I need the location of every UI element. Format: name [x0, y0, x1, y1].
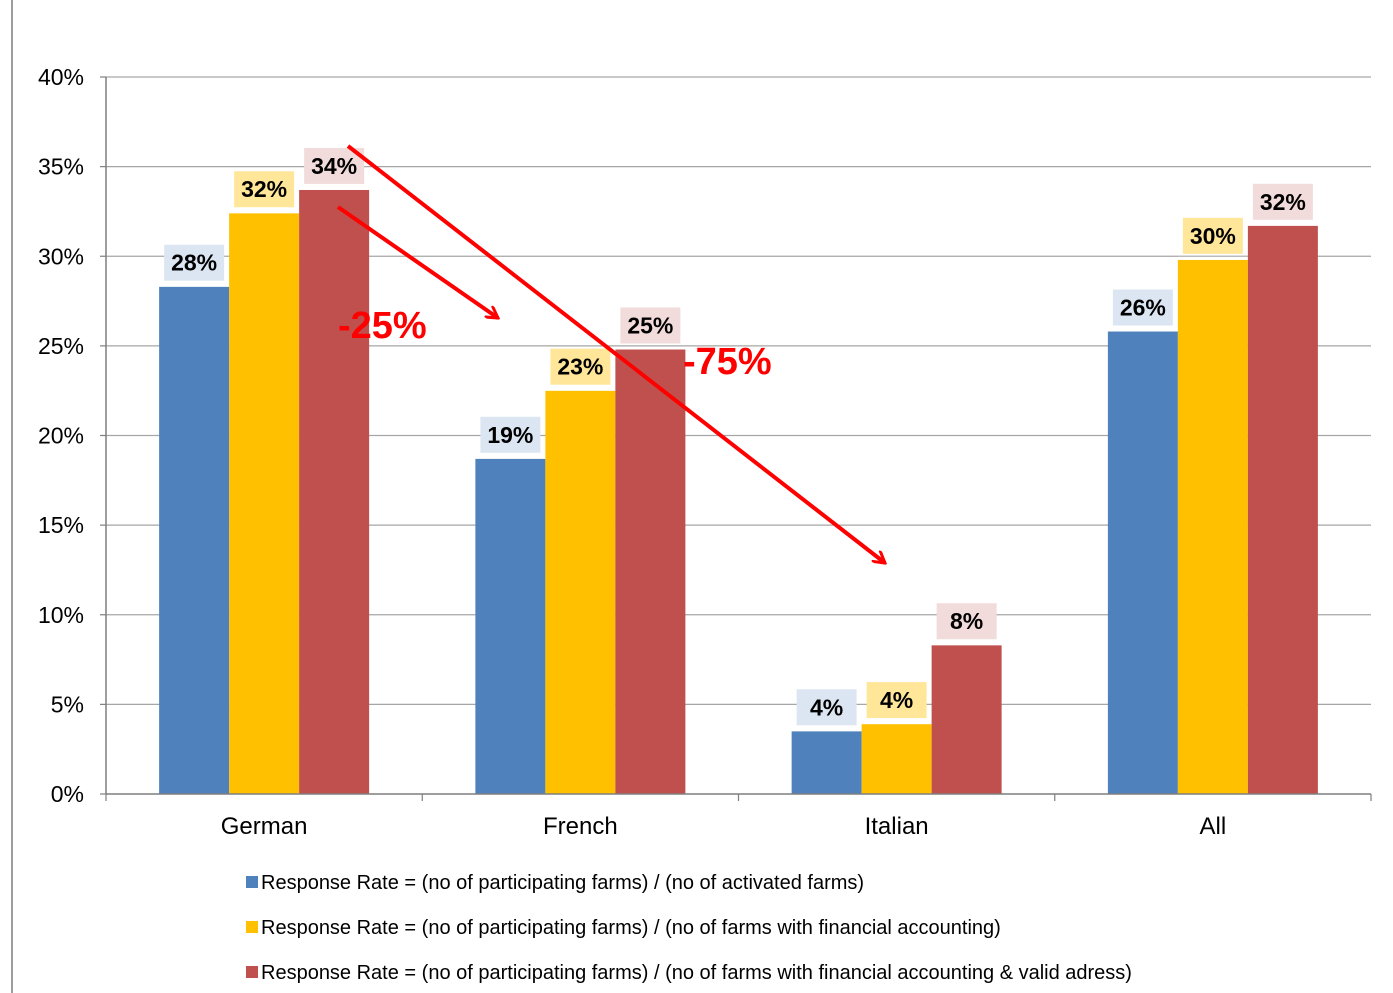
data-label-german-series-2: 32%	[241, 176, 287, 202]
legend: Response Rate = (no of participating far…	[246, 872, 1132, 984]
legend-label-series-2: Response Rate = (no of participating far…	[261, 917, 1001, 939]
data-label-background	[1112, 289, 1173, 326]
data-label-background	[304, 147, 365, 184]
bar-italian-series-2	[861, 724, 932, 794]
bar-all-series-1	[1107, 331, 1178, 794]
data-label-background	[1182, 217, 1243, 254]
y-tick-label: 35%	[38, 154, 84, 180]
legend-label-series-3: Response Rate = (no of participating far…	[261, 962, 1132, 984]
annotation-arrows	[336, 144, 885, 563]
y-tick-label: 5%	[51, 691, 84, 717]
data-label-background	[234, 171, 295, 208]
annotation-arrow-german-to-italian	[346, 144, 885, 563]
y-tick-label: 15%	[38, 512, 84, 538]
data-label-french-series-3: 25%	[627, 312, 673, 338]
data-label-all-series-2: 30%	[1190, 223, 1236, 249]
legend-swatch-series-3	[246, 966, 258, 978]
data-label-french-series-1: 19%	[487, 422, 533, 448]
category-label-french: French	[543, 813, 618, 840]
annotation-minus-75: -75%	[683, 341, 772, 383]
data-label-all-series-3: 32%	[1260, 189, 1306, 215]
bar-italian-series-1	[791, 731, 862, 794]
annotation-arrow-german-to-french	[336, 205, 498, 318]
legend-swatch-series-1	[246, 876, 258, 888]
data-label-italian-series-2: 4%	[880, 687, 913, 713]
data-label-background	[866, 682, 927, 719]
bar-all-series-2	[1177, 259, 1248, 795]
data-label-all-series-1: 26%	[1120, 295, 1166, 321]
category-label-german: German	[221, 813, 308, 840]
bar-french-series-3	[615, 349, 686, 794]
data-label-italian-series-1: 4%	[810, 694, 843, 720]
y-tick-label: 10%	[38, 602, 84, 628]
data-label-background	[620, 307, 681, 344]
y-tick-label: 25%	[38, 333, 84, 359]
y-tick-label: 30%	[38, 243, 84, 269]
data-labels: 28% 32% 34% 19% 23% 25% 4% 4% 8% 26% 30% 32%	[164, 147, 1313, 726]
y-tick-labels: 0% 5% 10% 15% 20% 25% 30% 35% 40%	[38, 64, 84, 807]
annotations: -25% -75%	[338, 305, 772, 383]
data-label-italian-series-3: 8%	[950, 608, 983, 634]
bar-german-series-1	[159, 286, 230, 794]
data-label-german-series-3: 34%	[311, 153, 357, 179]
category-label-all: All	[1200, 813, 1227, 840]
data-label-french-series-2: 23%	[557, 354, 603, 380]
annotation-minus-25: -25%	[338, 305, 427, 347]
bar-italian-series-3	[931, 645, 1002, 794]
category-labels: German French Italian All	[221, 813, 1226, 840]
bars	[159, 186, 1318, 795]
category-label-italian: Italian	[865, 813, 929, 840]
data-label-background	[480, 416, 541, 453]
data-label-background	[1252, 183, 1313, 220]
legend-label-series-1: Response Rate = (no of participating far…	[261, 872, 864, 894]
bar-all-series-3	[1247, 225, 1318, 795]
bar-german-series-2	[229, 213, 300, 795]
bar-french-series-2	[545, 390, 616, 794]
bar-french-series-1	[475, 458, 546, 794]
data-label-background	[550, 348, 611, 385]
legend-swatch-series-2	[246, 921, 258, 933]
y-tick-label: 0%	[51, 781, 84, 807]
bar-german-series-3	[299, 189, 370, 795]
data-label-background	[796, 689, 857, 726]
data-label-background	[936, 603, 997, 640]
data-label-background	[164, 244, 225, 281]
data-label-german-series-1: 28%	[171, 250, 217, 276]
y-tick-label: 20%	[38, 423, 84, 449]
axes	[105, 77, 1372, 801]
y-tick-label: 40%	[38, 64, 84, 90]
